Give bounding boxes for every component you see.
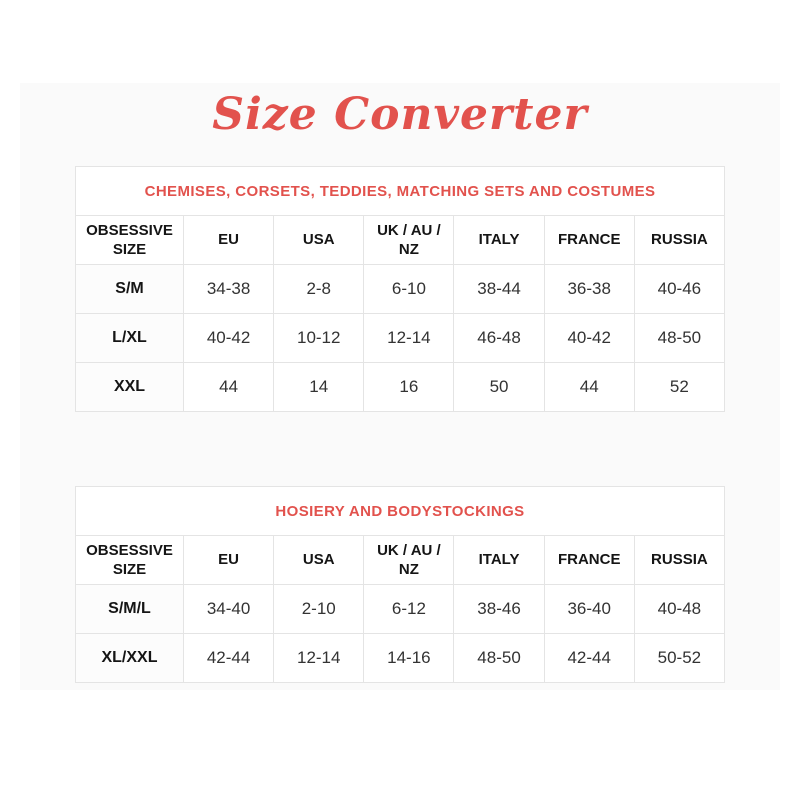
table-row: L/XL 40-42 10-12 12-14 46-48 40-42 48-50 <box>75 313 726 363</box>
table-cell: 12-14 <box>273 633 365 683</box>
table-cell: 40-48 <box>633 584 726 634</box>
table-cell: 40-42 <box>543 313 635 363</box>
table-cell: 34-40 <box>182 584 275 634</box>
table-row: XL/XXL 42-44 12-14 14-16 48-50 42-44 50-52 <box>75 633 726 683</box>
table-cell: 10-12 <box>273 313 365 363</box>
table-caption: CHEMISES, CORSETS, TEDDIES, MATCHING SET… <box>75 166 725 216</box>
table-cell: 40-42 <box>182 313 275 363</box>
table-cell: 44 <box>182 362 275 412</box>
table-caption-row: CHEMISES, CORSETS, TEDDIES, MATCHING SET… <box>75 166 725 216</box>
column-header-cell: OBSESSIVE SIZE <box>75 535 184 585</box>
table-section-hosiery: HOSIERY AND BODYSTOCKINGS OBSESSIVE SIZE… <box>75 486 726 683</box>
row-header-cell: L/XL <box>75 313 184 363</box>
table-cell: 42-44 <box>182 633 275 683</box>
row-header-cell: XXL <box>75 362 184 412</box>
column-header-cell: UK / AU / NZ <box>363 215 455 265</box>
table-cell: 38-46 <box>453 584 545 634</box>
table-caption-row: HOSIERY AND BODYSTOCKINGS <box>75 486 725 536</box>
table-cell: 52 <box>633 362 726 412</box>
table-cell: 36-38 <box>543 264 635 314</box>
size-table-chemises: CHEMISES, CORSETS, TEDDIES, MATCHING SET… <box>75 166 726 412</box>
table-cell: 46-48 <box>453 313 545 363</box>
column-header-cell: USA <box>273 215 365 265</box>
column-header-cell: UK / AU / NZ <box>363 535 455 585</box>
size-table-hosiery: HOSIERY AND BODYSTOCKINGS OBSESSIVE SIZE… <box>75 486 726 683</box>
table-cell: 50 <box>453 362 545 412</box>
column-header-row: OBSESSIVE SIZE EU USA UK / AU / NZ ITALY FRAN… <box>75 535 726 585</box>
table-row: S/M 34-38 2-8 6-10 38-44 36-38 40-46 <box>75 264 726 314</box>
table-cell: 14-16 <box>363 633 455 683</box>
column-header-cell: EU <box>182 535 275 585</box>
column-header-cell: FRANCE <box>543 215 635 265</box>
column-header-cell: ITALY <box>453 535 545 585</box>
table-cell: 6-12 <box>363 584 455 634</box>
column-header-cell: RUSSIA <box>633 215 726 265</box>
table-cell: 6-10 <box>363 264 455 314</box>
column-header-row: OBSESSIVE SIZE EU USA UK / AU / NZ ITALY FRAN… <box>75 215 726 265</box>
column-header-cell: OBSESSIVE SIZE <box>75 215 184 265</box>
column-header-cell: FRANCE <box>543 535 635 585</box>
table-cell: 2-10 <box>273 584 365 634</box>
table-body: S/M 34-38 2-8 6-10 38-44 36-38 40-46 L/XL 40-42 1… <box>75 264 726 412</box>
table-cell: 34-38 <box>182 264 275 314</box>
row-header-cell: XL/XXL <box>75 633 184 683</box>
table-cell: 38-44 <box>453 264 545 314</box>
table-cell: 50-52 <box>633 633 726 683</box>
column-header-cell: ITALY <box>453 215 545 265</box>
page-title: Size Converter <box>212 89 588 140</box>
table-body: S/M/L 34-40 2-10 6-12 38-46 36-40 40-48 XL/XXL 4… <box>75 584 726 683</box>
column-header-cell: EU <box>182 215 275 265</box>
table-cell: 12-14 <box>363 313 455 363</box>
content-panel: Size Converter CHEMISES, CORSETS, TEDDIE… <box>20 83 780 690</box>
table-cell: 36-40 <box>543 584 635 634</box>
table-cell: 16 <box>363 362 455 412</box>
table-cell: 42-44 <box>543 633 635 683</box>
column-header-cell: RUSSIA <box>633 535 726 585</box>
row-header-cell: S/M <box>75 264 184 314</box>
table-cell: 48-50 <box>453 633 545 683</box>
table-cell: 40-46 <box>633 264 726 314</box>
table-caption: HOSIERY AND BODYSTOCKINGS <box>75 486 725 536</box>
table-row: XXL 44 14 16 50 44 52 <box>75 362 726 412</box>
row-header-cell: S/M/L <box>75 584 184 634</box>
table-cell: 14 <box>273 362 365 412</box>
column-header-cell: USA <box>273 535 365 585</box>
table-cell: 44 <box>543 362 635 412</box>
table-cell: 48-50 <box>633 313 726 363</box>
table-section-chemises: CHEMISES, CORSETS, TEDDIES, MATCHING SET… <box>75 166 726 412</box>
table-cell: 2-8 <box>273 264 365 314</box>
table-row: S/M/L 34-40 2-10 6-12 38-46 36-40 40-48 <box>75 584 726 634</box>
